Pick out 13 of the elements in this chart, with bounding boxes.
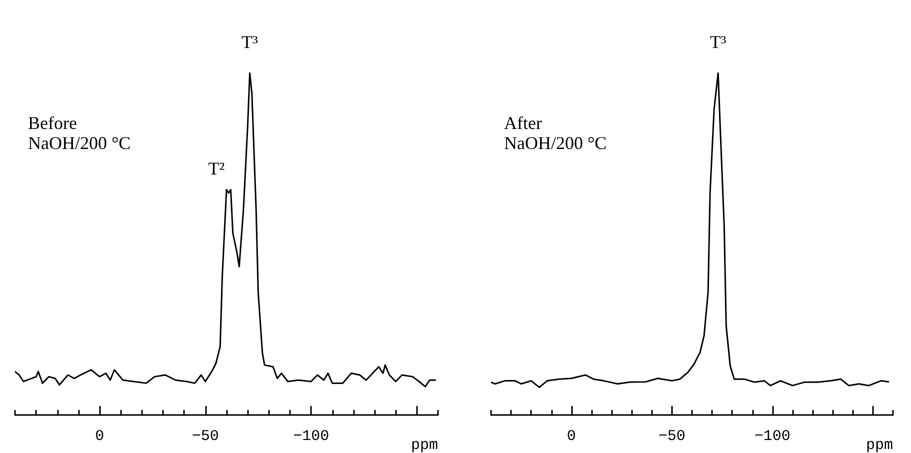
annotation: After NaOH/200 °C [504, 113, 607, 153]
x-axis-title: ppm [410, 437, 438, 453]
x-tick-label: 0 [95, 428, 104, 445]
annotation: Before NaOH/200 °C [28, 113, 131, 153]
annotation: T³ [710, 32, 727, 52]
x-tick-label: 0 [566, 428, 576, 445]
x-tick-label: −50 [192, 428, 219, 445]
x-axis-title: ppm [866, 437, 893, 453]
x-tick-label: −50 [658, 428, 686, 445]
x-tick-label: −100 [754, 428, 790, 445]
annotation: T² [208, 158, 225, 179]
x-tick-label: −100 [293, 428, 330, 445]
annotation: T³ [242, 32, 259, 52]
